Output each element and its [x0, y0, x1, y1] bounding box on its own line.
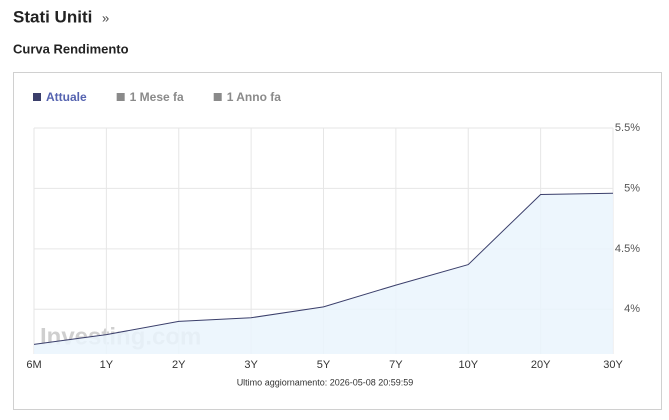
chart-frame [13, 72, 662, 410]
y-tick-label: 4% [624, 303, 640, 315]
page-title: Stati Uniti [13, 7, 92, 26]
legend-swatch [33, 93, 41, 101]
x-tick-label: 30Y [603, 359, 623, 371]
y-tick-label: 5.5% [615, 122, 640, 134]
legend-label[interactable]: Attuale [46, 90, 87, 104]
legend-label[interactable]: 1 Mese fa [130, 90, 184, 104]
legend-swatch [116, 93, 125, 101]
x-tick-label: 3Y [244, 359, 258, 371]
legend-swatch [213, 93, 222, 101]
x-tick-label: 20Y [531, 359, 551, 371]
subtitle: Curva Rendimento [13, 41, 129, 56]
x-tick-label: 7Y [389, 359, 403, 371]
y-tick-label: 4.5% [615, 243, 640, 255]
legend-label[interactable]: 1 Anno fa [227, 90, 282, 104]
y-tick-label: 5% [624, 182, 640, 194]
x-tick-label: 10Y [458, 359, 478, 371]
x-tick-label: 2Y [172, 359, 186, 371]
area [34, 193, 613, 354]
title-link[interactable]: » [102, 10, 109, 25]
x-tick-label: 5Y [317, 359, 331, 371]
x-tick-label: 6M [26, 359, 41, 371]
series-line [33, 192, 614, 345]
footnote: Ultimo aggiornamento: 2026-05-08 20:59:5… [237, 377, 414, 387]
x-tick-label: 1Y [100, 359, 114, 371]
